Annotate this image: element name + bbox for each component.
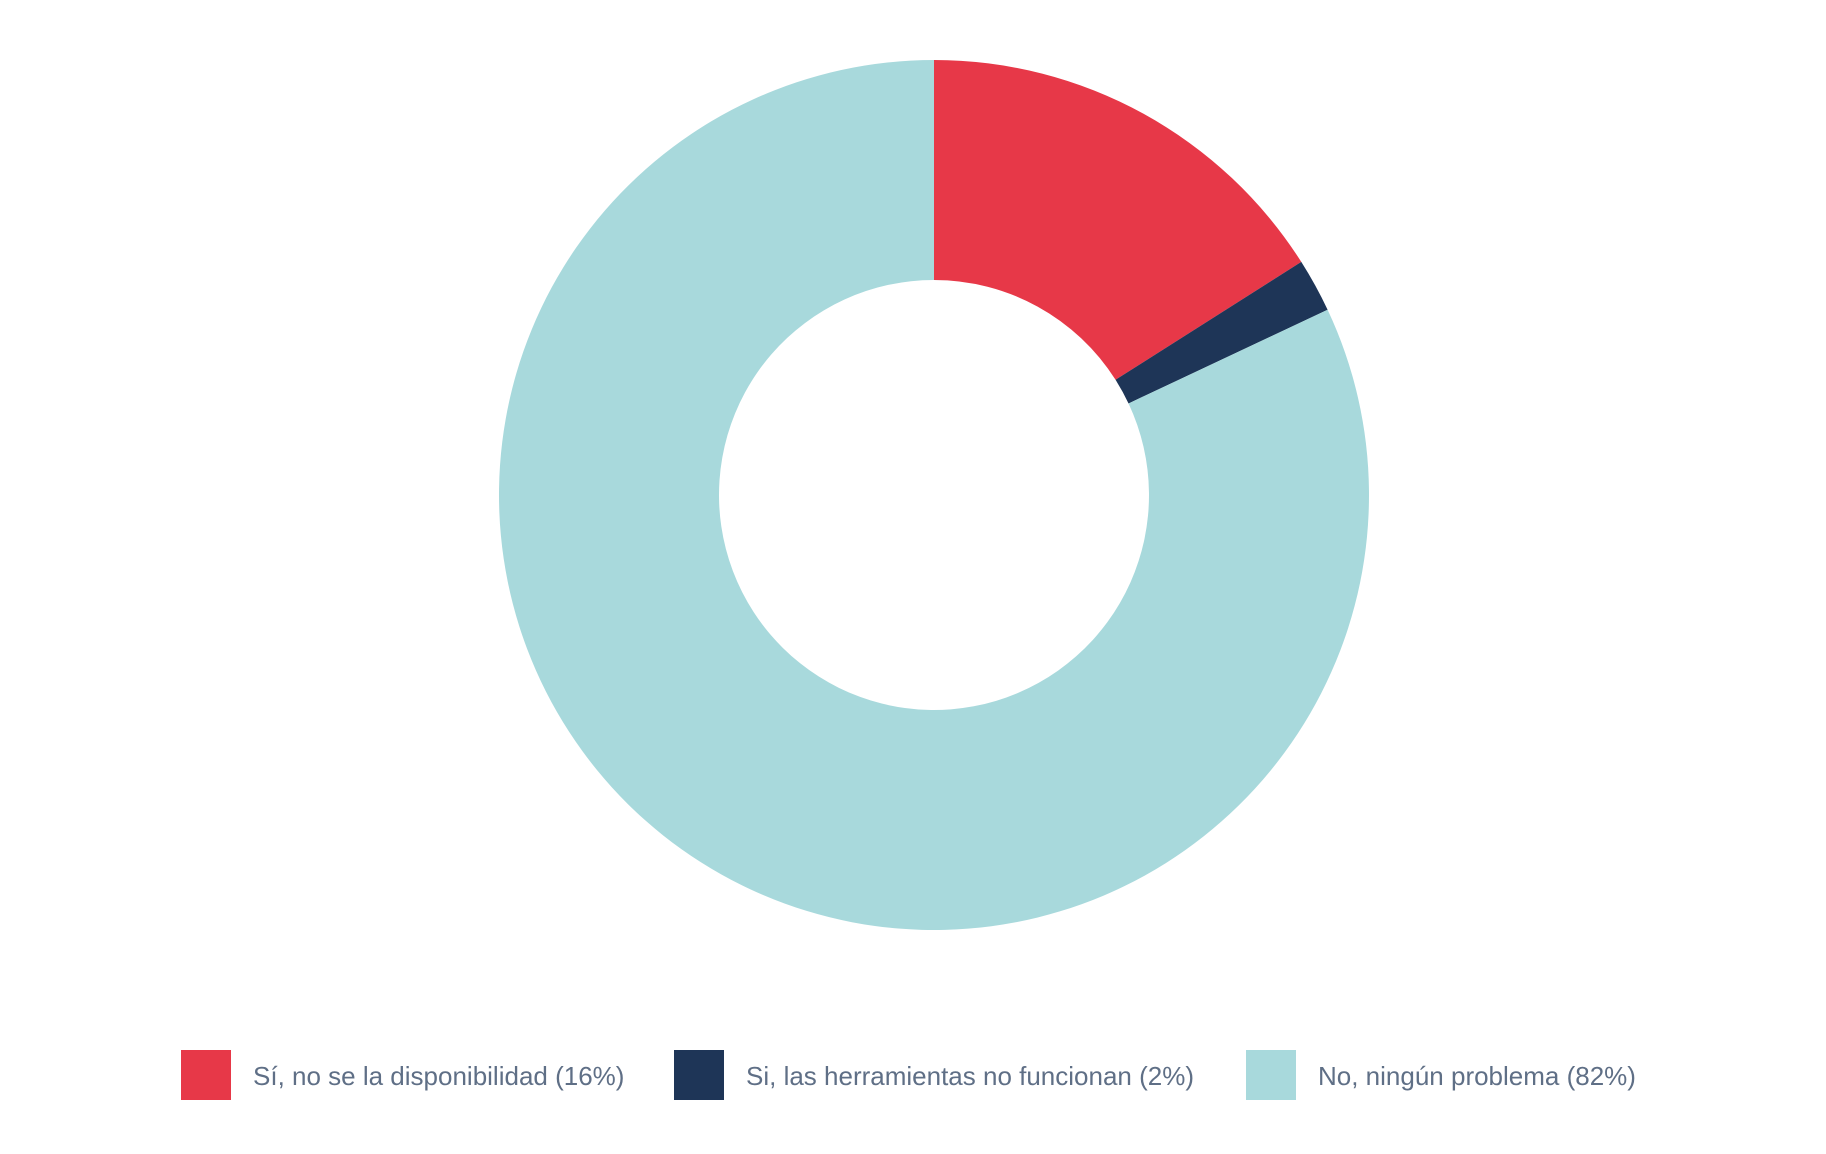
legend-label-2: Si, las herramientas no funcionan (2%) — [746, 1061, 1194, 1091]
legend: Sí, no se la disponibilidad (16%) Si, las… — [181, 1050, 1636, 1100]
legend-swatch-1 — [181, 1050, 231, 1100]
legend-label-1: Sí, no se la disponibilidad (16%) — [253, 1061, 624, 1091]
donut-slice-1 — [934, 60, 1302, 380]
donut-slice-3 — [498, 60, 1369, 930]
donut-slices — [498, 60, 1369, 930]
legend-swatch-2 — [674, 1050, 724, 1100]
legend-label-3: No, ningún problema (82%) — [1318, 1061, 1636, 1091]
donut-slice-2 — [1115, 261, 1328, 404]
legend-swatch-3 — [1246, 1050, 1296, 1100]
